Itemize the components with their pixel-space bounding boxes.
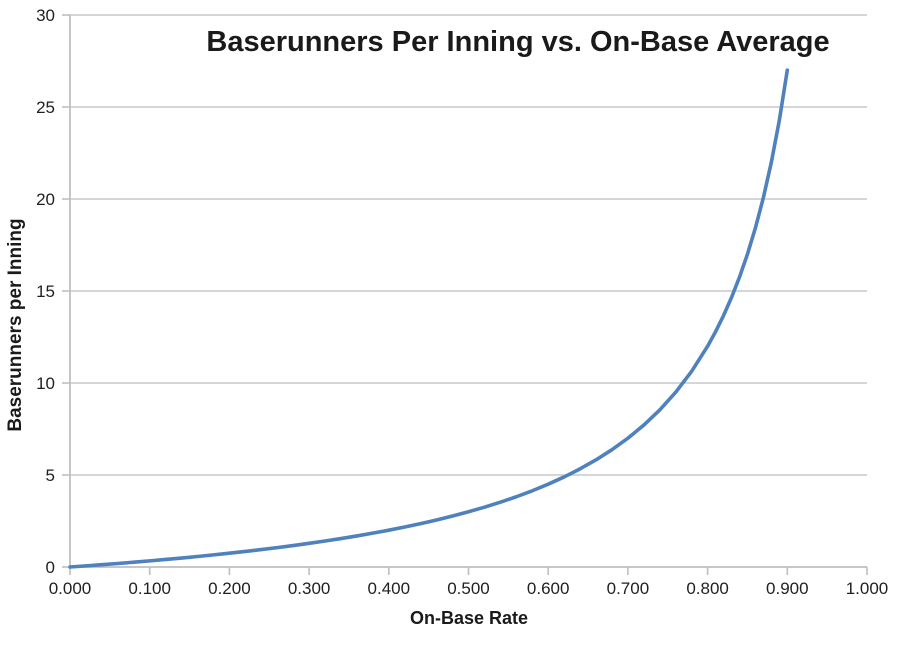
x-tick-label: 0.100 — [128, 579, 171, 598]
series-line — [68, 68, 790, 569]
x-tick-label: 0.800 — [686, 579, 729, 598]
y-tick-label: 15 — [36, 282, 55, 301]
y-tick-label: 20 — [36, 190, 55, 209]
y-tick-label: 30 — [36, 6, 55, 25]
y-tick-label: 5 — [46, 466, 55, 485]
y-axis-title: Baserunners per Inning — [5, 218, 26, 432]
x-tick-label: 0.600 — [527, 579, 570, 598]
x-tick-label: 0.000 — [49, 579, 92, 598]
y-tick-label: 25 — [36, 98, 55, 117]
x-tick-label: 0.300 — [288, 579, 331, 598]
x-tick-label: 1.000 — [846, 579, 889, 598]
chart-title: Baserunners Per Inning vs. On-Base Avera… — [206, 26, 830, 58]
y-tick-label: 0 — [46, 558, 55, 577]
x-tick-label: 0.900 — [766, 579, 809, 598]
x-tick-label: 0.200 — [208, 579, 251, 598]
x-tick-label: 0.500 — [447, 579, 490, 598]
x-tick-label: 0.700 — [607, 579, 650, 598]
x-axis-title: On-Base Rate — [409, 608, 529, 628]
y-tick-label: 10 — [36, 374, 55, 393]
x-tick-label: 0.400 — [368, 579, 411, 598]
